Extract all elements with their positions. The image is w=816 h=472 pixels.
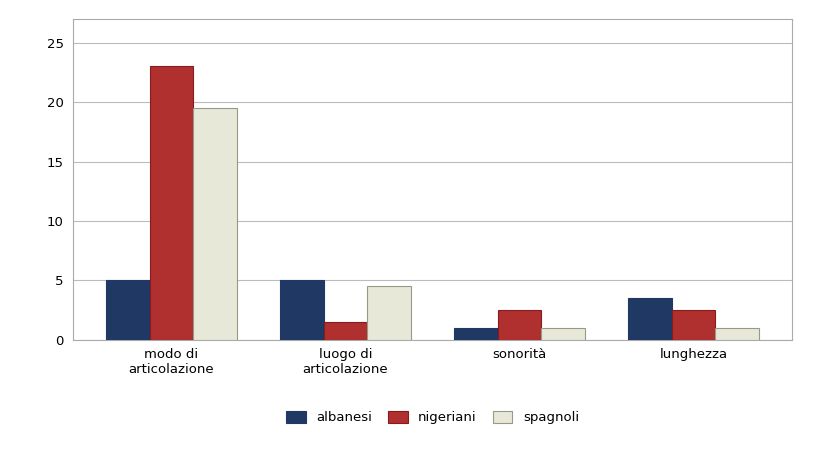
Bar [716, 328, 759, 340]
Bar [455, 328, 498, 340]
Bar [280, 280, 324, 340]
Bar [628, 298, 672, 340]
Bar [498, 310, 541, 340]
Bar [367, 287, 410, 340]
Bar [672, 310, 716, 340]
Bar [193, 108, 237, 340]
Bar [106, 280, 149, 340]
Bar [541, 328, 585, 340]
Legend: albanesi, nigeriani, spagnoli: albanesi, nigeriani, spagnoli [281, 405, 584, 430]
Bar [149, 67, 193, 340]
Bar [324, 322, 367, 340]
